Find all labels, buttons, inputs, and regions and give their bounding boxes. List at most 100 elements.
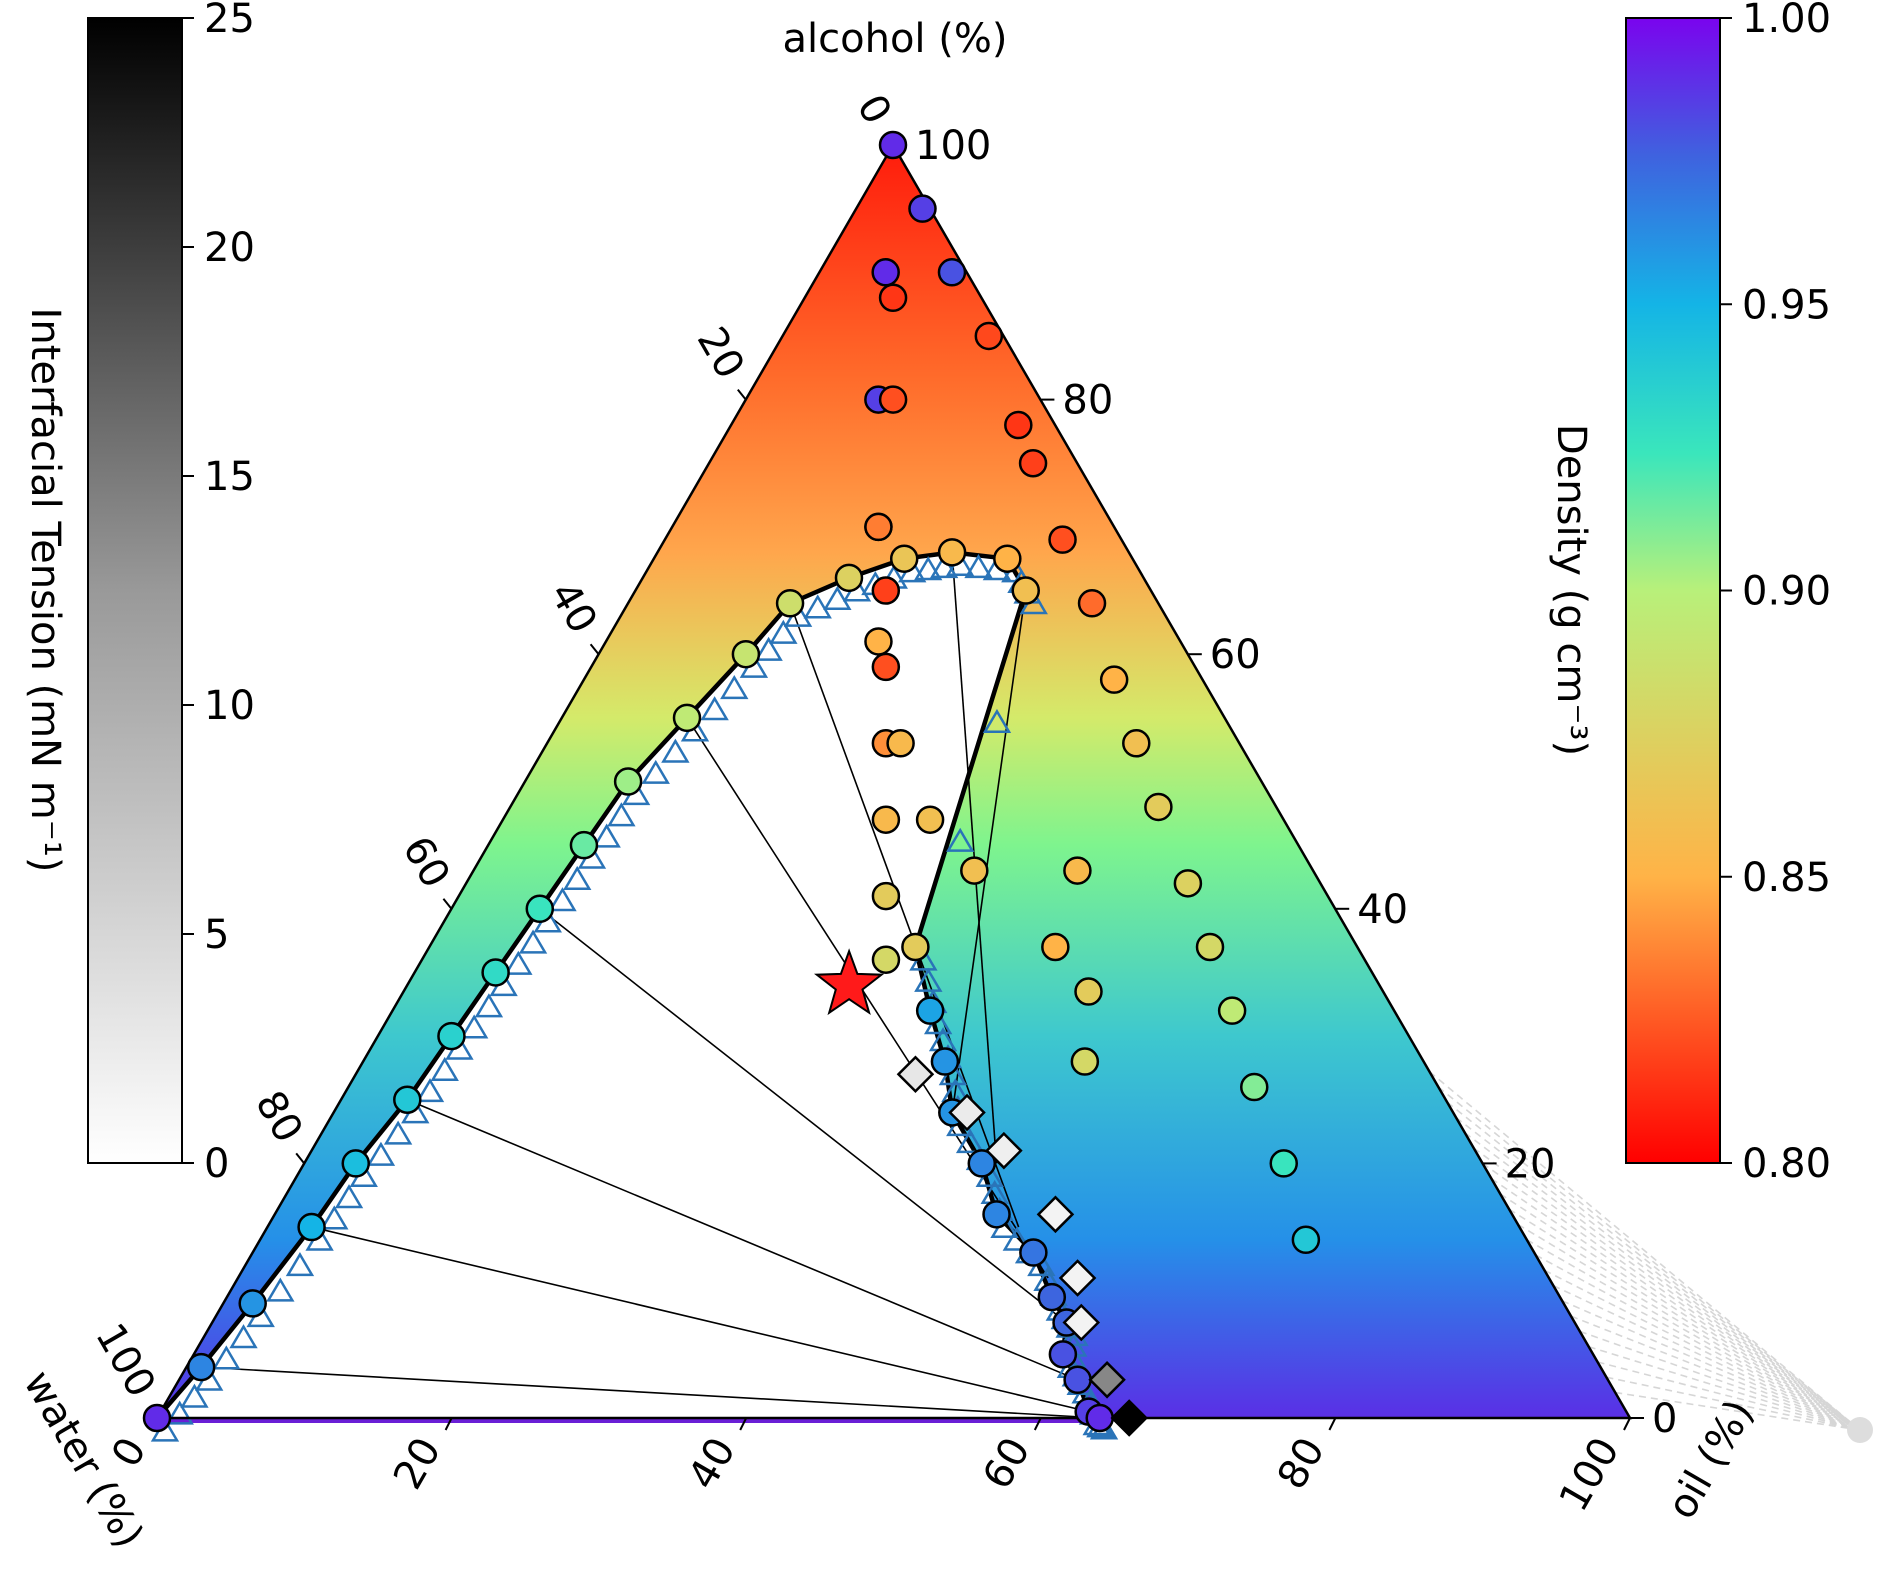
binodal-circle-marker: [889, 544, 919, 573]
projection-line: [1535, 1254, 1861, 1431]
colorbar-tick-label: 0: [204, 1141, 229, 1187]
binodal-circle-marker: [1037, 1282, 1067, 1312]
binodal-circle-marker: [982, 1200, 1011, 1229]
triangle-marker: [430, 1056, 459, 1081]
binodal-circle-marker: [672, 703, 702, 733]
triangle-marker: [518, 929, 548, 954]
binodal-circle-marker: [481, 958, 510, 987]
bottom-axis-tick-label: 20: [385, 1430, 450, 1497]
triangle-marker: [607, 802, 636, 827]
edge-circle-marker: [937, 258, 967, 287]
triangle-marker: [366, 1141, 396, 1166]
binodal-circle-marker: [341, 1149, 371, 1178]
projection-line: [1455, 1116, 1861, 1431]
colorbar-tick-label: 5: [204, 912, 229, 958]
edge-circle-marker: [871, 805, 901, 834]
triangle-marker: [982, 708, 1012, 734]
ternary-plot: 0 0 0 20 20 20 40 40 40 60 60 60 80 80 80 100 100 100 alc…: [14, 16, 1873, 1556]
tie-line: [311, 1226, 1089, 1413]
data-markers: [142, 130, 1321, 1437]
edge-circle-marker: [1195, 932, 1225, 962]
axis-tick: [739, 1417, 748, 1431]
interior-circle-marker: [1070, 1047, 1100, 1076]
triangle-marker: [180, 1383, 209, 1408]
projection-line: [1482, 1162, 1861, 1431]
colorbar-tick-label: 1.00: [1742, 0, 1831, 42]
projection-line: [1437, 1086, 1861, 1431]
colorbar-tick-label: 25: [204, 0, 255, 42]
density-colorbar-gradient: [1625, 17, 1721, 1164]
density-colorbar: 0.80 0.85 0.90 0.95 1.00 Density (g cm⁻³): [1548, 0, 1831, 1187]
interior-circle-marker: [915, 805, 945, 834]
edge-circle-marker: [1217, 996, 1247, 1025]
top-axis-label: alcohol (%): [783, 16, 1008, 62]
binodal-circle-marker: [993, 544, 1022, 573]
bottom-axis-tick-label: 40: [680, 1430, 745, 1497]
binodal-circle-marker: [937, 538, 967, 567]
left-axis-tick-label: 0: [848, 87, 901, 132]
interior-circle-marker: [878, 385, 908, 414]
triangle-marker: [754, 636, 783, 661]
binodal-circle-marker: [393, 1085, 422, 1114]
axis-tick: [1623, 1417, 1631, 1431]
triangle-marker: [320, 1205, 349, 1230]
bottom-axis-tick-label: 60: [974, 1430, 1039, 1497]
axis-tick: [295, 1152, 305, 1165]
binodal-circle-marker: [1063, 1365, 1092, 1395]
edge-circle-marker: [1122, 729, 1151, 758]
tension-colorbar: 0 5 10 15 20 25 Interfacial Tension (mN m⁻¹): [22, 0, 255, 1187]
triangle-marker: [229, 1324, 258, 1349]
triangle-marker: [212, 1345, 241, 1370]
left-axis-tick-label: 100: [86, 1316, 164, 1405]
projection-line: [1490, 1178, 1861, 1431]
tie-line: [539, 908, 1068, 1324]
edge-circle-marker: [871, 258, 900, 287]
tie-line: [789, 603, 1020, 1228]
binodal-circle-marker: [901, 932, 930, 962]
triangle-marker: [165, 1400, 194, 1425]
edge-circle-marker: [1173, 869, 1203, 898]
density-fill-region: [157, 145, 1630, 1418]
edge-circle-marker: [871, 881, 901, 911]
left-axis-tick-label: 80: [246, 1083, 311, 1150]
interior-circle-marker: [1074, 977, 1103, 1006]
projection-line: [1473, 1147, 1861, 1431]
triangle-marker: [964, 554, 993, 579]
projection-line: [1464, 1132, 1861, 1431]
triangle-marker: [641, 759, 670, 784]
edge-circle-marker: [1240, 1072, 1269, 1102]
projection-line: [1544, 1269, 1861, 1431]
projection-line: [1526, 1239, 1861, 1431]
edge-circle-marker: [871, 945, 901, 974]
tension-colorbar-ticks: 0 5 10 15 20 25: [182, 0, 255, 1187]
colorbar-tick-label: 0.95: [1742, 282, 1831, 328]
right-axis-tick-label: 0: [1652, 1396, 1677, 1442]
density-colorbar-label: Density (g cm⁻³): [1548, 424, 1594, 756]
binodal-circle-marker: [186, 1352, 216, 1382]
projection-line: [1553, 1284, 1861, 1431]
triangle-marker: [563, 865, 592, 891]
triangle-marker: [914, 967, 943, 992]
triangle-marker: [661, 738, 690, 763]
density-colorbar-ticks: 0.80 0.85 0.90 0.95 1.00: [1720, 0, 1831, 1187]
tension-diamond-marker: [1058, 1259, 1097, 1297]
tension-diamond-marker: [1062, 1303, 1101, 1342]
interior-circle-marker: [878, 283, 908, 313]
axis-tick: [1328, 1417, 1337, 1431]
projection-line: [1517, 1223, 1861, 1431]
triangle-marker: [592, 823, 621, 848]
interior-circle-marker: [1041, 932, 1070, 962]
triangle-marker: [383, 1120, 413, 1145]
tie-line: [951, 590, 1027, 1113]
triangle-marker: [720, 674, 749, 700]
triangle-marker: [769, 619, 798, 644]
axis-tick: [442, 898, 453, 910]
edge-circle-marker: [1077, 589, 1107, 618]
edge-circle-marker: [908, 194, 937, 223]
projection-target-point: [1847, 1417, 1873, 1443]
projection-line: [1429, 1071, 1861, 1431]
projection-line: [1615, 1391, 1861, 1431]
triangle-marker: [415, 1078, 445, 1103]
binodal-circle-marker: [569, 830, 599, 860]
